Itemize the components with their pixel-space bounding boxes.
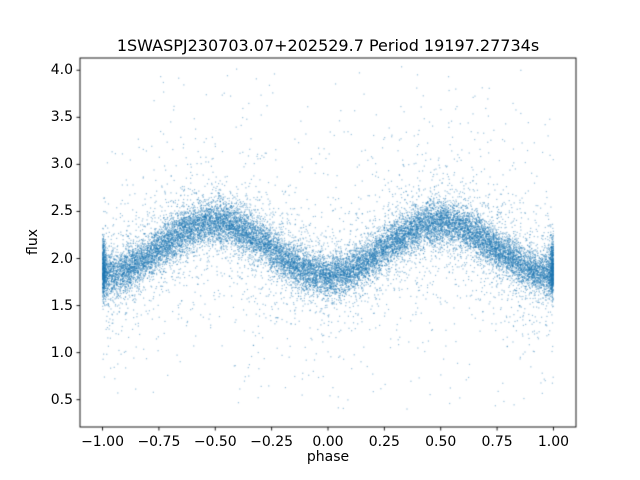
chart-title: 1SWASPJ230703.07+202529.7 Period 19197.2… xyxy=(116,36,540,55)
x-tick-label: −1.00 xyxy=(81,434,124,450)
x-tick-label: −0.50 xyxy=(193,434,237,450)
x-tick-label: 0.00 xyxy=(312,434,344,450)
x-axis-label: phase xyxy=(306,449,350,465)
x-tick-label: 0.75 xyxy=(481,434,513,450)
y-tick-label: 0.5 xyxy=(50,391,73,408)
x-tick-label: 1.00 xyxy=(537,434,570,450)
y-tick-label: 1.0 xyxy=(50,344,73,361)
y-tick-label: 1.5 xyxy=(50,297,73,314)
y-tick-label: 3.0 xyxy=(50,156,73,173)
y-tick-label: 3.5 xyxy=(50,109,73,126)
x-tick-label: −0.75 xyxy=(137,434,181,450)
x-tick-label: 0.50 xyxy=(425,434,457,450)
y-tick-label: 2.5 xyxy=(50,203,73,220)
x-tick-label: −0.25 xyxy=(250,434,294,450)
y-tick-label: 2.0 xyxy=(50,250,73,267)
y-tick-label: 4.0 xyxy=(50,62,73,79)
x-tick-label: 0.25 xyxy=(368,434,400,450)
y-axis-label: flux xyxy=(25,229,41,255)
